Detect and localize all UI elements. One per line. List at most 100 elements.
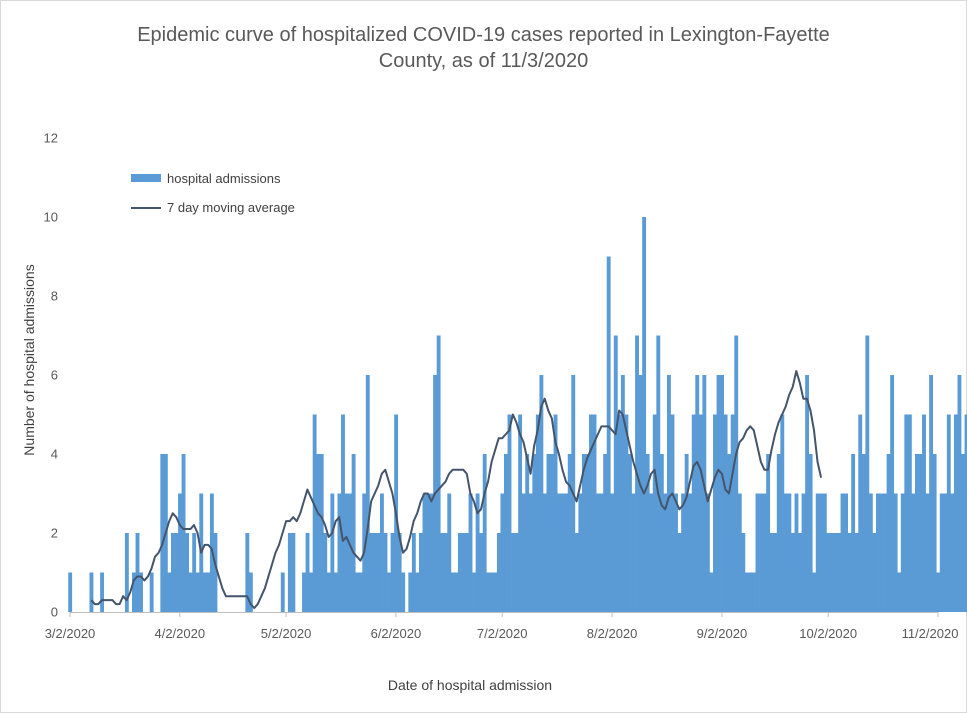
bar [932, 454, 937, 612]
bar [929, 375, 934, 612]
bar [840, 493, 845, 612]
chart-title: Epidemic curve of hospitalized COVID-19 … [137, 24, 830, 46]
bar [776, 454, 781, 612]
bar [365, 375, 370, 612]
bar [280, 572, 285, 612]
bar [302, 572, 306, 612]
bar [309, 572, 314, 612]
bar [149, 572, 154, 612]
y-tick-label: 12 [44, 131, 58, 146]
x-tick-label: 4/2/2020 [154, 626, 205, 641]
bar [411, 533, 416, 612]
bar [174, 533, 179, 612]
bar [858, 414, 863, 612]
bar [925, 493, 930, 612]
bar [330, 493, 335, 612]
bar [833, 533, 838, 612]
x-axis-ticks: 3/2/2020 4/2/2020 5/2/2020 6/2/2020 7/2/2020… [45, 612, 959, 641]
bar [684, 454, 689, 612]
bar [372, 533, 377, 612]
moving-average-line [90, 370, 823, 610]
bar [773, 533, 778, 612]
bar [688, 493, 693, 612]
bar [185, 533, 190, 612]
x-axis-title: Date of hospital admission [388, 677, 552, 693]
bar [624, 414, 629, 612]
bar [879, 493, 884, 612]
bar [472, 572, 476, 612]
bar [659, 454, 664, 612]
bar [539, 375, 544, 612]
bar [507, 414, 512, 612]
bar [656, 335, 661, 612]
bar [794, 493, 799, 612]
bar [518, 414, 523, 612]
bar [868, 493, 873, 612]
bar [854, 533, 859, 612]
bar [950, 493, 955, 612]
bar [546, 454, 551, 612]
bar [883, 493, 887, 612]
bar [890, 375, 895, 612]
y-tick-label: 4 [51, 447, 58, 462]
bar [323, 533, 328, 612]
bar [287, 533, 292, 612]
bar [493, 572, 498, 612]
bar [553, 414, 558, 612]
bar [581, 454, 586, 612]
bar [872, 533, 877, 612]
y-tick-label: 10 [44, 210, 58, 225]
bar [851, 454, 856, 612]
bar [705, 493, 710, 612]
bar [645, 454, 650, 612]
bar [748, 572, 753, 612]
x-tick-label: 11/2/2020 [902, 626, 959, 641]
bar [341, 414, 345, 612]
y-tick-label: 6 [51, 368, 58, 383]
y-tick-label: 0 [51, 605, 58, 620]
bar [780, 414, 785, 612]
bar [514, 533, 519, 612]
bar [535, 414, 540, 612]
bar [893, 493, 898, 612]
bar [589, 414, 593, 612]
bar [213, 533, 218, 612]
legend-label-bars: hospital admissions [167, 171, 281, 186]
bar [528, 493, 533, 612]
bar [769, 533, 774, 612]
y-tick-label: 8 [51, 289, 58, 304]
bar [638, 375, 643, 612]
bar [698, 414, 703, 612]
bar [202, 572, 207, 612]
bar [408, 572, 413, 612]
bar [953, 414, 958, 612]
bar [316, 454, 321, 612]
bar [897, 572, 902, 612]
x-tick-label: 3/2/2020 [45, 626, 96, 641]
bar [532, 454, 537, 612]
bar [468, 493, 473, 612]
bar [663, 493, 668, 612]
bar [730, 414, 735, 612]
bar [585, 454, 590, 612]
bar [486, 572, 491, 612]
bar [351, 454, 356, 612]
bar [178, 493, 182, 612]
bar [578, 493, 583, 612]
bar [755, 493, 760, 612]
bar [383, 533, 388, 612]
bar [801, 493, 806, 612]
bar [904, 414, 909, 612]
bar [620, 375, 625, 612]
bar [865, 335, 870, 612]
bar [741, 533, 746, 612]
bar [369, 533, 374, 612]
x-tick-label: 7/2/2020 [477, 626, 528, 641]
bar [613, 335, 618, 612]
bar [737, 493, 742, 612]
bar [465, 533, 469, 612]
bar [479, 533, 484, 612]
x-tick-label: 9/2/2020 [697, 626, 748, 641]
bar [606, 256, 611, 612]
bar [666, 375, 671, 612]
